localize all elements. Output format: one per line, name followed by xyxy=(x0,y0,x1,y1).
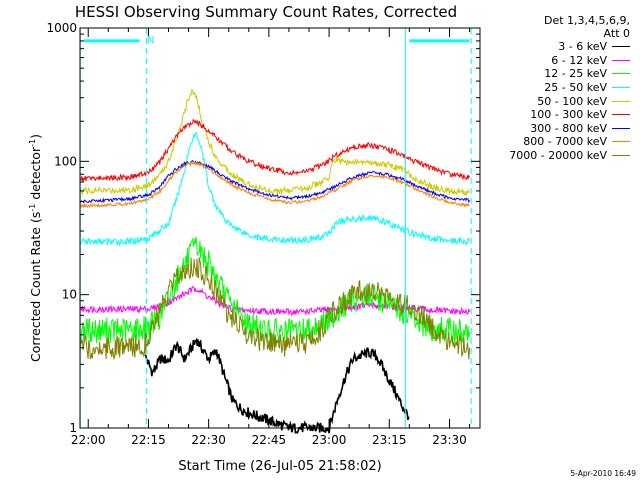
series-line-2 xyxy=(79,285,471,317)
x-tick-label: 22:45 xyxy=(252,433,287,447)
night-marker-label: N xyxy=(147,35,154,46)
x-tick-label: 22:00 xyxy=(71,433,106,447)
series-line-3 xyxy=(79,236,471,345)
legend-entry-label: 100 - 300 keV xyxy=(530,108,607,122)
legend-swatch xyxy=(612,59,630,61)
legend-title-line-2: Att 0 xyxy=(603,27,630,40)
x-axis-label: Start Time (26-Jul-05 21:58:02) xyxy=(178,459,381,474)
legend-title-line-1: Det 1,3,4,5,6,9, xyxy=(543,14,630,27)
x-tick-label: 23:00 xyxy=(312,433,347,447)
legend-swatch xyxy=(612,114,630,116)
markers-layer xyxy=(79,28,472,428)
legend-swatch xyxy=(612,141,630,143)
series-line-9 xyxy=(79,257,471,361)
footer-timestamp: 5-Apr-2010 16:49 xyxy=(570,469,636,478)
y-tick-label: 10 xyxy=(62,288,77,302)
legend-entry-label: 12 - 25 keV xyxy=(544,67,607,81)
legend-entry-label: 25 - 50 keV xyxy=(544,81,607,95)
legend-swatch xyxy=(612,100,630,102)
series-line-8 xyxy=(79,160,470,209)
legend-entry-label: 6 - 12 keV xyxy=(551,53,607,67)
legend-entry: 100 - 300 keV xyxy=(486,108,630,122)
legend-entry: 50 - 100 keV xyxy=(486,94,630,108)
legend-swatch xyxy=(612,155,630,157)
legend-entry-label: 300 - 800 keV xyxy=(530,121,607,135)
y-axis-label-text: ) xyxy=(28,134,43,139)
y-tick-label: 1 xyxy=(69,421,77,435)
series-line-1 xyxy=(144,337,410,434)
legend-entry: 3 - 6 keV xyxy=(486,40,630,54)
legend-entry: 6 - 12 keV xyxy=(486,54,630,68)
legend-entry: 7000 - 20000 keV xyxy=(486,149,630,163)
series-line-5 xyxy=(79,88,470,197)
legend-swatch xyxy=(612,46,630,48)
x-tick-label: 23:15 xyxy=(372,433,407,447)
series-line-6 xyxy=(79,118,471,183)
x-tick-label: 22:30 xyxy=(191,433,226,447)
legend-entry: 800 - 7000 keV xyxy=(486,135,630,149)
legend-swatch xyxy=(612,87,630,89)
series-layer xyxy=(79,88,471,434)
legend-swatch xyxy=(612,73,630,75)
y-axis-label: Corrected Count Rate (s-1 detector-1) xyxy=(28,134,43,362)
y-tick-label: 100 xyxy=(54,154,77,168)
legend-entry-label: 7000 - 20000 keV xyxy=(509,149,607,163)
legend: Det 1,3,4,5,6,9, Att 0 3 - 6 keV 6 - 12 k… xyxy=(486,14,630,162)
axes-layer: 22:00 22:15 22:30 22:45 23:00 23:15 23:30 1 10 10… xyxy=(46,21,481,447)
legend-entry: 25 - 50 keV xyxy=(486,81,630,95)
y-tick-label: 1000 xyxy=(46,21,77,35)
legend-entry-label: 800 - 7000 keV xyxy=(523,135,607,149)
legend-swatch xyxy=(612,127,630,129)
legend-entry-label: 3 - 6 keV xyxy=(558,40,607,54)
x-tick-label: 23:30 xyxy=(432,433,467,447)
series-line-4 xyxy=(79,131,471,247)
chart-title: HESSI Observing Summary Count Rates, Cor… xyxy=(75,3,457,21)
y-axis-label-exponent: -1 xyxy=(28,139,37,147)
series-line-7 xyxy=(80,159,471,204)
plot-frame xyxy=(79,27,481,429)
x-tick-label: 22:15 xyxy=(131,433,166,447)
y-axis-label-exponent: -1 xyxy=(28,204,37,212)
legend-entries: 3 - 6 keV 6 - 12 keV 12 - 25 keV 25 - 50 ke… xyxy=(486,40,630,162)
legend-entry: 300 - 800 keV xyxy=(486,122,630,136)
legend-entry-label: 50 - 100 keV xyxy=(537,94,607,108)
y-axis-label-text: detector xyxy=(28,146,43,204)
y-axis-label-text: Corrected Count Rate (s xyxy=(28,212,43,362)
legend-entry: 12 - 25 keV xyxy=(486,67,630,81)
